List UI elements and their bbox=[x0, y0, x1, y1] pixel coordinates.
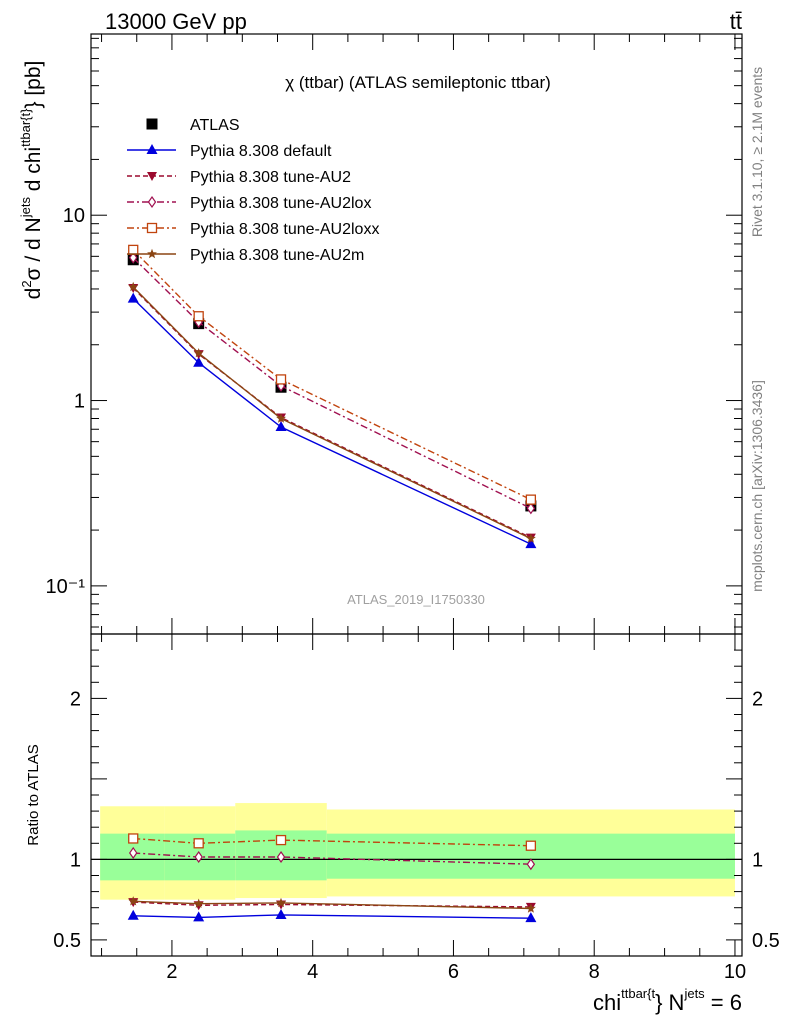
data-point bbox=[525, 494, 537, 505]
legend-label: ATLAS bbox=[190, 117, 240, 134]
ratio-plot-area bbox=[91, 634, 742, 956]
data-point bbox=[526, 502, 536, 515]
legend-marker bbox=[147, 195, 157, 209]
legend-marker bbox=[147, 248, 157, 259]
data-point bbox=[128, 281, 139, 292]
ratio-y-tick-label: 1 bbox=[70, 849, 81, 871]
data-point bbox=[525, 538, 537, 549]
x-axis-label: chittbar{t} Njets = 6 bbox=[593, 986, 742, 1015]
data-point bbox=[127, 292, 139, 303]
ratio-series-pythia-8-308-tune-au2m bbox=[128, 896, 536, 913]
legend-item: ATLAS bbox=[146, 117, 240, 134]
legend-item: Pythia 8.308 tune-AU2loxx bbox=[127, 221, 379, 238]
legend-label: Pythia 8.308 tune-AU2loxx bbox=[190, 221, 379, 238]
final-state-label: tt̄ bbox=[730, 9, 742, 34]
main-plot-area bbox=[91, 34, 742, 634]
main-panel bbox=[91, 34, 742, 956]
main-series-layer bbox=[127, 244, 537, 549]
ratio-series-layer bbox=[127, 833, 537, 923]
data-point bbox=[128, 833, 139, 844]
data-point bbox=[276, 413, 286, 423]
ratio-series-pythia-8-308-default bbox=[127, 908, 537, 923]
main-series-pythia-8-308-tune-au2loxx bbox=[128, 244, 537, 505]
main-series-pythia-8-308-default bbox=[127, 292, 537, 549]
legend-item: Pythia 8.308 tune-AU2lox bbox=[127, 195, 371, 212]
ratio-y-tick-label-right: 1 bbox=[752, 849, 763, 871]
ratio-y-tick-label-right: 0.5 bbox=[752, 930, 780, 952]
legend-item: Pythia 8.308 tune-AU2m bbox=[127, 247, 364, 264]
data-point bbox=[128, 251, 138, 264]
data-point bbox=[193, 348, 204, 358]
x-tick-label: 4 bbox=[307, 961, 318, 983]
rivet-label: Rivet 3.1.10, ≥ 2.1M events bbox=[749, 67, 765, 237]
legend-label: Pythia 8.308 tune-AU2lox bbox=[190, 195, 371, 212]
ratio-y-axis-label: Ratio to ATLAS bbox=[25, 744, 42, 845]
legend: ATLAS Pythia 8.308 default Pythia 8.308 tu… bbox=[127, 117, 379, 264]
legend-marker bbox=[147, 172, 157, 181]
legend-item: Pythia 8.308 default bbox=[127, 143, 332, 160]
ratio-y-tick-label: 2 bbox=[70, 688, 81, 710]
data-point bbox=[525, 840, 537, 851]
legend-marker bbox=[146, 118, 158, 130]
x-tick-label: 8 bbox=[589, 961, 600, 983]
series-line bbox=[132, 286, 532, 540]
series-line bbox=[133, 852, 531, 865]
data-point bbox=[525, 912, 537, 923]
legend-label: Pythia 8.308 tune-AU2m bbox=[190, 247, 364, 264]
ratio-bands bbox=[91, 803, 742, 900]
legend-item: Pythia 8.308 tune-AU2 bbox=[127, 169, 351, 186]
data-point bbox=[275, 908, 287, 919]
data-point bbox=[128, 846, 138, 860]
data-point bbox=[275, 374, 287, 385]
legend-marker bbox=[146, 222, 158, 234]
data-point bbox=[193, 911, 205, 922]
data-point bbox=[128, 896, 139, 906]
legend-label: Pythia 8.308 default bbox=[190, 143, 332, 160]
data-point bbox=[525, 533, 536, 543]
ratio-y-tick-label: 0.5 bbox=[53, 930, 81, 952]
series-line bbox=[133, 837, 531, 847]
data-point bbox=[275, 420, 287, 431]
series-line bbox=[133, 900, 531, 910]
data-point bbox=[275, 834, 287, 846]
legend-label: Pythia 8.308 tune-AU2 bbox=[190, 169, 351, 186]
x-tick-label: 2 bbox=[166, 961, 177, 983]
ratio-series-pythia-8-308-tune-au2loxx bbox=[128, 833, 537, 851]
process-label: 13000 GeV pp bbox=[105, 9, 247, 34]
data-point bbox=[276, 850, 286, 864]
data-point bbox=[128, 244, 139, 256]
data-point bbox=[193, 356, 205, 367]
axes-layer: 10⁻¹ 1 10 0.5 0.5 1 1 2 2 2 4 6 8 10 chittbar{t} Njets… bbox=[18, 33, 780, 1015]
uncertainty-band-inner bbox=[326, 833, 735, 879]
ratio-series-pythia-8-308-tune-au2lox bbox=[128, 846, 536, 871]
y-tick-label: 1 bbox=[74, 391, 85, 413]
series-line bbox=[132, 249, 532, 501]
data-point bbox=[193, 898, 204, 908]
y-axis-label: d2σ / d Njets d chittbar{t}} [pb] bbox=[18, 61, 45, 300]
series-line bbox=[132, 257, 532, 510]
legend-marker bbox=[146, 144, 158, 154]
x-tick-label: 6 bbox=[448, 961, 459, 983]
data-point bbox=[525, 903, 536, 913]
data-point bbox=[526, 858, 536, 871]
series-line bbox=[132, 298, 532, 545]
analysis-watermark: ATLAS_2019_I1750330 bbox=[347, 592, 485, 607]
y-tick-label: 10 bbox=[63, 205, 85, 227]
data-point bbox=[193, 838, 204, 849]
data-point bbox=[194, 850, 203, 864]
mcplots-label: mcplots.cern.ch [arXiv:1306.3436] bbox=[749, 380, 765, 592]
chart-title: χ (ttbar) (ATLAS semileptonic ttbar) bbox=[285, 73, 551, 92]
series-line bbox=[133, 914, 531, 919]
data-point bbox=[193, 311, 204, 322]
data-point bbox=[276, 897, 286, 908]
ratio-y-tick-label-right: 2 bbox=[752, 688, 763, 710]
data-point bbox=[127, 909, 139, 920]
x-tick-label: 10 bbox=[724, 961, 746, 983]
main-series-pythia-8-308-tune-au2m bbox=[128, 281, 536, 543]
y-tick-label: 10⁻¹ bbox=[46, 576, 86, 598]
